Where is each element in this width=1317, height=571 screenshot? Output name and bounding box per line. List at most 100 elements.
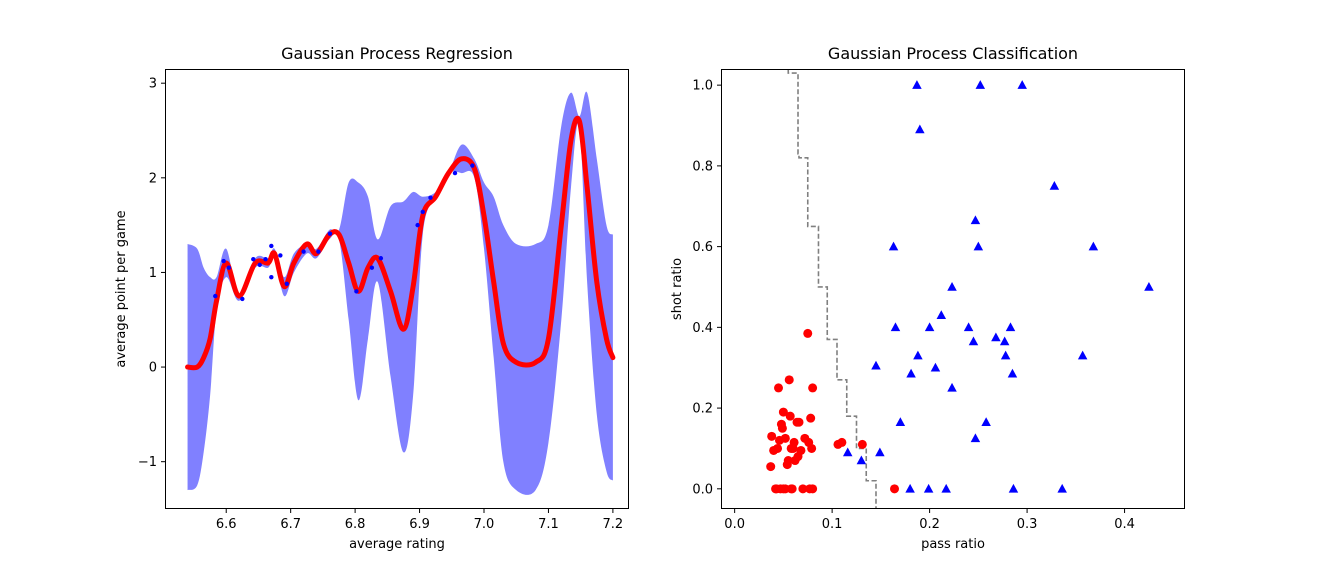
gpc-class1-point [906, 368, 916, 378]
gpc-x-axis: 0.0 0.1 0.2 0.3 0.4 [724, 509, 1135, 532]
gpc-class0-point [766, 462, 776, 472]
gpc-class1-point [913, 350, 923, 360]
gpc-class0-point [785, 411, 795, 421]
gpc-class1-point [991, 332, 1001, 342]
gpr-chart: Gaussian Process Regression 6.6 6.7 6.8 6.9… [114, 44, 629, 552]
gpc-class1-point [1088, 241, 1099, 251]
gpr-observation-point [327, 231, 333, 236]
gpc-class0-point [796, 445, 806, 455]
gpc-class0-point [772, 484, 782, 494]
gpr-plot-area [185, 91, 616, 495]
gpc-class0-point [789, 437, 799, 447]
gpc-y-tick-label: 0.6 [692, 240, 713, 255]
gpr-observation-point [226, 265, 231, 270]
gpc-class1-point [999, 336, 1010, 346]
gpc-class0-point [890, 484, 900, 494]
gpr-observation-point [213, 293, 218, 299]
gpr-observation-point [269, 243, 274, 249]
gpr-observation-point [251, 256, 256, 262]
gpc-class0-point [837, 437, 847, 447]
gpr-y-tick-label: 2 [149, 171, 157, 186]
gpc-class1-point [1077, 350, 1088, 360]
gpc-y-tick-label: 0.8 [692, 159, 713, 174]
gpc-class0-point [778, 407, 788, 417]
gpc-class0-point [808, 484, 818, 494]
gpc-class1-point [842, 447, 853, 457]
gpr-x-axis-label: average rating [349, 537, 445, 552]
gpc-class1-point [888, 241, 899, 251]
gpc-class1-point [924, 322, 935, 332]
gpc-class1-point [973, 241, 984, 251]
gpc-x-tick-label: 0.4 [1114, 517, 1135, 532]
gpc-class1-point [1000, 350, 1011, 360]
gpc-class1-point [1017, 80, 1027, 89]
gpr-observation-point [415, 222, 420, 228]
gpc-class1-point [856, 455, 867, 465]
gpc-plot-area [766, 69, 1154, 509]
gpc-class1-point [875, 447, 885, 457]
gpc-class0-point [767, 431, 777, 441]
gpr-observation-point [428, 195, 433, 200]
gpr-observation-point [278, 253, 283, 258]
gpc-class1-point [968, 336, 979, 346]
gpr-x-tick-label: 7.2 [603, 517, 624, 532]
gpc-class1-point [923, 483, 934, 493]
gpr-observation-point [354, 289, 359, 294]
gpc-class0-point [794, 417, 804, 427]
gpr-observation-point [221, 258, 226, 264]
gpc-class1-point [1007, 368, 1018, 378]
gpr-y-tick-label: 1 [149, 266, 157, 281]
gpc-y-tick-label: 0.0 [692, 482, 713, 497]
gpc-x-tick-label: 0.3 [1017, 517, 1038, 532]
gpc-class0-point [808, 383, 818, 393]
gpr-x-tick-label: 7.0 [474, 517, 495, 532]
gpc-class0-point [784, 375, 794, 385]
gpc-class0-point [780, 433, 790, 443]
gpc-class1-point [963, 322, 974, 332]
gpc-class1-point [947, 281, 957, 291]
gpr-mean-line [185, 115, 616, 371]
gpc-class1-point [895, 417, 906, 426]
gpc-title: Gaussian Process Classification [828, 44, 1078, 63]
gpc-class0-point [803, 328, 813, 338]
gpc-class0-point [807, 443, 817, 453]
gpc-class0-point [783, 456, 793, 466]
gpc-class1-point [890, 322, 901, 332]
gpr-observation-point [316, 249, 321, 254]
gpc-class1-point [947, 382, 957, 392]
gpc-y-tick-label: 1.0 [692, 79, 713, 94]
gpc-y-tick-label: 0.2 [692, 402, 713, 417]
gpc-class0-point [806, 413, 816, 423]
gpr-title: Gaussian Process Regression [281, 44, 513, 63]
gpc-class1-point [936, 310, 947, 319]
gpr-y-axis: −1 0 1 2 3 [138, 77, 165, 470]
gpc-y-axis: 0.0 0.2 0.4 0.6 0.8 1.0 [692, 79, 721, 497]
gpc-class1-point [975, 80, 986, 89]
gpc-y-axis-label: shot ratio [670, 258, 685, 320]
gpr-observation-point [269, 274, 274, 280]
gpc-chart: Gaussian Process Classification 0.0 0.1 0.… [670, 44, 1185, 552]
gpc-class1-point [930, 362, 941, 372]
gpc-class1-point [1144, 281, 1154, 291]
gpc-class1-point [915, 124, 925, 134]
gpr-y-tick-label: 3 [149, 77, 157, 92]
gpr-x-tick-label: 6.8 [345, 517, 366, 532]
gpr-axes-frame [165, 69, 629, 509]
gpc-class1-point [1057, 483, 1067, 493]
gpr-x-tick-label: 6.6 [216, 517, 237, 532]
gpc-class1-point [970, 215, 981, 225]
gpc-class1-point [905, 483, 915, 493]
gpc-class0-point [798, 484, 808, 494]
gpc-class1-point [871, 360, 881, 370]
gpc-class0-point [774, 383, 784, 393]
gpc-class0-point [786, 484, 796, 494]
gpc-x-tick-label: 0.2 [919, 517, 940, 532]
gpc-class1-point [981, 417, 991, 426]
gpc-class0-point [773, 443, 783, 453]
gpr-y-axis-label: average point per game [114, 210, 129, 367]
gpc-axes-frame [721, 69, 1185, 509]
gpr-observation-point [452, 170, 458, 176]
gpr-observation-point [240, 296, 245, 302]
gpc-x-tick-label: 0.0 [724, 517, 745, 532]
gpr-x-tick-label: 6.9 [409, 517, 430, 532]
